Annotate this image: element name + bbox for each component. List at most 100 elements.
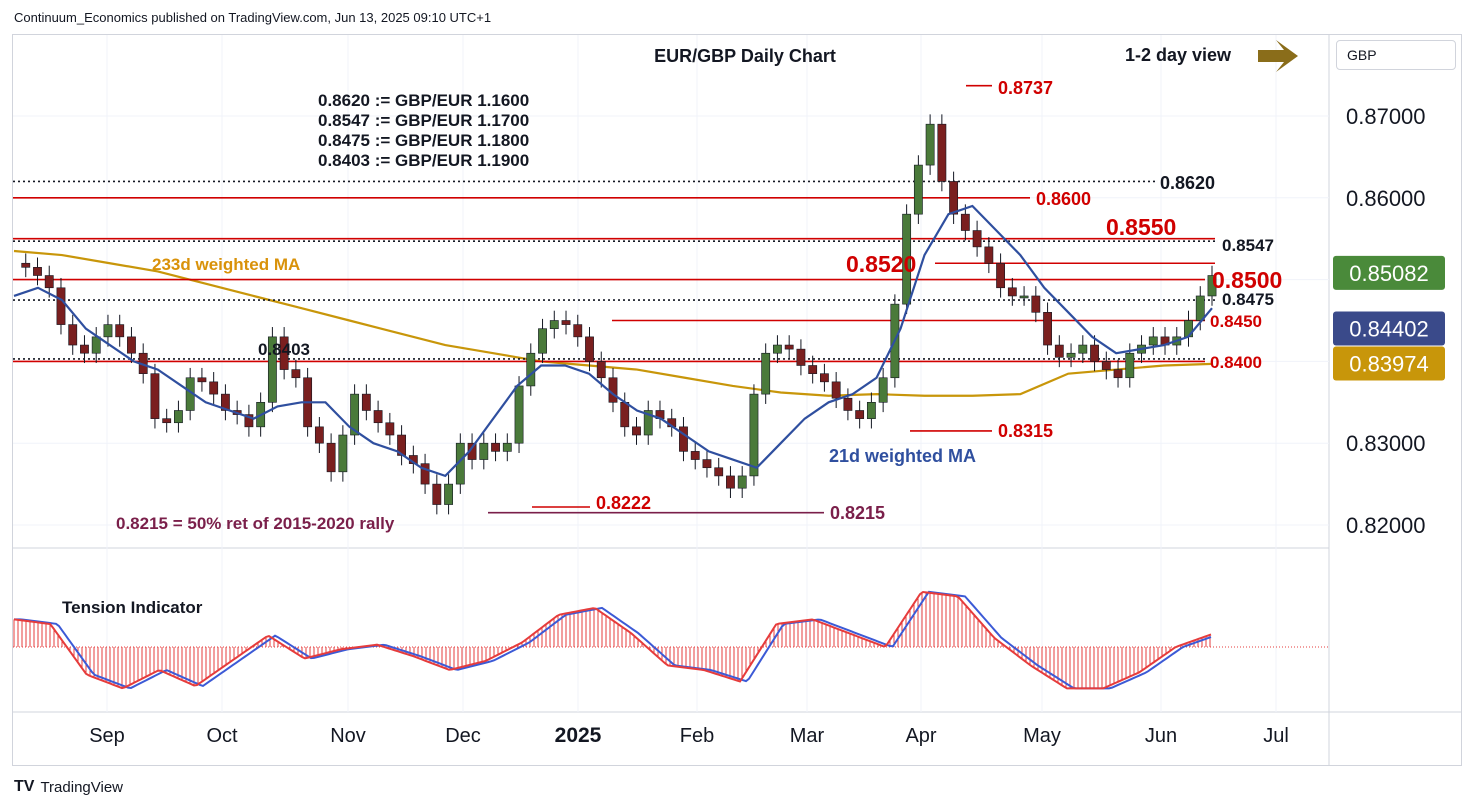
level-label-8520: 0.8520 (846, 251, 916, 277)
candle-body (221, 393, 230, 411)
candle-body (749, 393, 759, 477)
candle-body (444, 483, 453, 505)
candle-body (820, 373, 829, 383)
level-label-8450: 0.8450 (1210, 312, 1262, 331)
price-badge-label: 0.85082 (1349, 261, 1429, 286)
candle-body (866, 401, 876, 419)
candle-body (91, 336, 101, 354)
candle-body (784, 344, 794, 350)
price-badges: 0.85082 0.84402 0.83974 (1333, 255, 1445, 381)
candle-body (561, 320, 571, 325)
candle-body (643, 410, 653, 436)
tension-indicator-series (13, 590, 1329, 690)
ma21-series (13, 204, 1213, 478)
ma233-label: 233d weighted MA (152, 255, 300, 274)
candle-body (209, 381, 219, 395)
time-tick-label: Feb (680, 725, 714, 747)
candle-body (796, 348, 806, 366)
ma21-label: 21d weighted MA (829, 446, 976, 466)
candle-body (960, 213, 970, 231)
time-tick-label: 2025 (555, 724, 602, 747)
conversion-line-4: 0.8403 := GBP/EUR 1.1900 (318, 151, 529, 170)
retracement-note: 0.8215 = 50% ret of 2015-2020 rally (116, 514, 395, 533)
candle-body (350, 393, 360, 436)
tension-main-line (13, 590, 1212, 690)
time-tick-label: Jun (1145, 725, 1177, 747)
candle-body (1195, 295, 1205, 321)
time-tick-label: Nov (330, 725, 366, 747)
candle-body (855, 410, 865, 419)
candle-body (902, 213, 912, 305)
candle-body (361, 393, 371, 411)
candle-body (913, 164, 923, 215)
conversion-line-2: 0.8547 := GBP/EUR 1.1700 (318, 111, 529, 130)
arrow-right-icon (1258, 40, 1298, 72)
candle-body (491, 442, 500, 452)
candle-body (596, 361, 606, 379)
candle-body (585, 336, 594, 362)
candle-body (526, 352, 536, 387)
level-label-8403: 0.8403 (258, 340, 310, 359)
candle-body (314, 426, 324, 444)
price-badge (1333, 311, 1445, 346)
candle-body (714, 467, 724, 477)
candle-body (33, 267, 42, 276)
candle-body (1019, 295, 1029, 299)
candle-body (1125, 352, 1135, 379)
candle-body (1090, 344, 1099, 362)
candle-body (338, 434, 348, 473)
candle-body (373, 410, 383, 424)
candle-body (737, 475, 747, 489)
price-badge-label: 0.83974 (1349, 352, 1429, 377)
candle-body (843, 397, 853, 411)
candle-body (420, 463, 430, 485)
candle-body (679, 426, 688, 452)
candle-body (502, 442, 512, 452)
time-tick-label: Mar (790, 725, 825, 747)
level-label-8547: 0.8547 (1222, 236, 1274, 255)
time-tick-label: Dec (445, 725, 481, 747)
candle-body (1078, 344, 1088, 354)
candle-body (1148, 336, 1158, 346)
candle-body (972, 230, 982, 248)
candle-body (1101, 361, 1111, 370)
level-label-8222: 0.8222 (596, 493, 651, 513)
candle-body (103, 324, 113, 338)
candle-body (267, 336, 277, 403)
candle-body (279, 336, 289, 370)
time-tick-label: Oct (206, 725, 238, 747)
brand-name: TradingView (40, 778, 123, 796)
candle-body (432, 483, 442, 505)
candle-body (68, 324, 78, 346)
time-tick-label: Sep (89, 725, 125, 747)
candlestick-series (21, 114, 1217, 515)
level-label-8500: 0.8500 (1212, 267, 1282, 293)
publisher-header: Continuum_Economics published on Trading… (14, 10, 492, 25)
footer-brand[interactable]: TV TradingView (14, 778, 123, 796)
currency-selector[interactable]: GBP (1336, 40, 1456, 70)
candle-body (949, 181, 959, 215)
candle-body (1113, 369, 1123, 379)
price-badge (1333, 255, 1445, 290)
level-label-8215: 0.8215 (830, 503, 885, 523)
candle-body (632, 426, 641, 436)
candle-body (385, 422, 395, 436)
price-tick-label: 0.83000 (1346, 431, 1426, 456)
candle-body (150, 373, 160, 419)
conversion-line-1: 0.8620 := GBP/EUR 1.1600 (318, 91, 529, 110)
candle-body (162, 418, 172, 424)
price-tick-label: 0.82000 (1346, 513, 1426, 538)
candle-body (1207, 275, 1217, 297)
candle-body (514, 385, 524, 444)
candle-body (937, 123, 947, 182)
candle-body (761, 352, 771, 395)
candle-body (1043, 312, 1052, 346)
level-label-8620: 0.8620 (1160, 173, 1215, 193)
conversion-line-3: 0.8475 := GBP/EUR 1.1800 (318, 131, 529, 150)
candle-body (44, 275, 54, 289)
candle-body (197, 377, 207, 383)
time-tick-label: Jul (1263, 725, 1289, 747)
candle-body (996, 262, 1005, 289)
candle-body (549, 320, 559, 329)
